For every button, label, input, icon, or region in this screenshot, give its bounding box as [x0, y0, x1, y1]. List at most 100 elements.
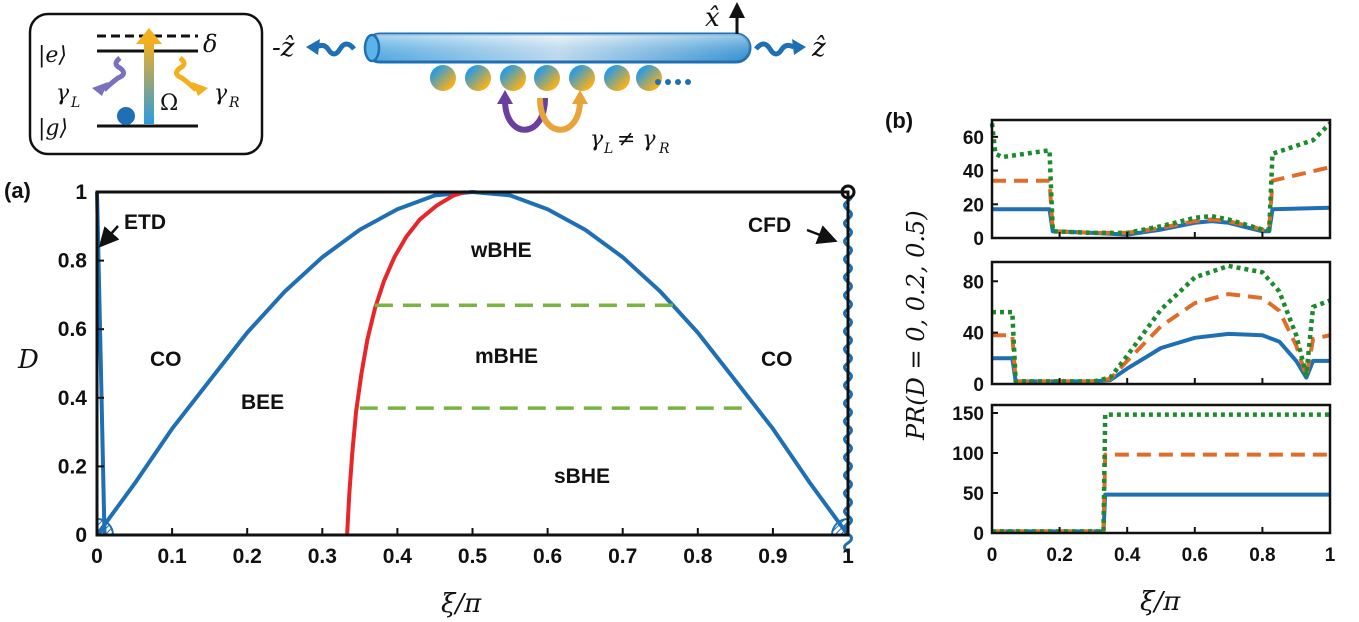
- y-tick-label: 150: [952, 404, 984, 425]
- y-tick-label: 0.2: [58, 455, 87, 478]
- decay-right-arrowhead-icon: [192, 82, 208, 96]
- y-tick-label: 100: [952, 444, 984, 465]
- pr-bottom-chart: 0 50 100 150 0 0.2 0.4 0.6 0.8 1: [952, 403, 1336, 566]
- series-line-2: [989, 121, 1332, 236]
- atom-icon: [430, 65, 456, 91]
- pump-arrow: [144, 42, 154, 124]
- inequality-sub-right: R: [658, 141, 670, 157]
- etd-pointer-arrow: [98, 225, 120, 248]
- series-line-1: [992, 452, 1330, 534]
- inequality-neq: ≠ γ: [617, 127, 656, 152]
- plot-frame: [990, 260, 1332, 386]
- x-tick-label: 0.3: [308, 545, 337, 568]
- x-tick-label: 0.8: [1249, 545, 1275, 566]
- cfd-pointer-arrow: [806, 225, 838, 244]
- x-hat-label: x̂: [705, 3, 720, 33]
- x-tick-label: 0: [987, 545, 998, 566]
- ellipsis-dot: [675, 79, 681, 85]
- ground-state-label: |g⟩: [38, 116, 68, 141]
- x-tick-label: 0.6: [1182, 545, 1208, 566]
- y-tick-label: 0: [973, 229, 984, 250]
- x-tick-label: 0.1: [157, 545, 187, 568]
- atom-icon: [500, 65, 526, 91]
- hop-right-arrow: [537, 97, 583, 133]
- chart-b-y-label: PR(D = 0, 0.2, 0.5): [902, 210, 930, 441]
- gamma-left-sub: L: [70, 95, 80, 111]
- waveguide-schematic: -ẑ x̂ ẑ γ L ≠ γ R: [272, 2, 826, 157]
- x-tick-label: 1: [842, 545, 854, 568]
- detuning-label: δ: [203, 30, 217, 58]
- rabi-label: Ω: [160, 91, 178, 116]
- x-tick-label: 1: [1325, 545, 1336, 566]
- series-line-0: [992, 331, 1330, 384]
- atom-icon: [465, 65, 491, 91]
- decay-left-squiggle-icon: [102, 56, 126, 92]
- y-tick-label: 0.8: [58, 250, 88, 273]
- x-tick-label: 0.2: [1046, 545, 1072, 566]
- level-diagram: |e⟩ |g⟩ δ Ω γ L γ R: [28, 12, 264, 156]
- inequality-sub-left: L: [603, 141, 613, 157]
- region-label-cfd: CFD: [748, 214, 791, 237]
- x-tick-label: 0.8: [683, 545, 713, 568]
- gamma-left-label: γ: [56, 81, 70, 106]
- region-label-bee: BEE: [241, 391, 284, 414]
- y-tick-label: 0: [973, 375, 984, 396]
- ellipsis-dot: [655, 79, 661, 85]
- decay-right-squiggle-icon: [174, 56, 198, 92]
- x-tick-label: 0.7: [608, 545, 637, 568]
- y-tick-label: 20: [963, 195, 984, 216]
- panel-b-label: (b): [885, 108, 913, 133]
- series-line-1: [992, 165, 1331, 235]
- region-label-co-right: CO: [761, 348, 793, 371]
- series-line-0: [992, 205, 1331, 237]
- ellipsis-dot: [665, 79, 671, 85]
- minus-z-label: -ẑ: [272, 33, 295, 63]
- y-tick-label: 40: [963, 162, 984, 183]
- series-line-1: [992, 292, 1331, 384]
- x-tick-label: 0: [91, 545, 103, 568]
- right-emission-arrowhead-icon: [792, 39, 806, 55]
- gamma-right-label: γ: [214, 81, 228, 106]
- x-tick-label: 0.4: [1114, 545, 1141, 566]
- x-tick-label: 0.4: [383, 545, 413, 568]
- left-emission-arrowhead-icon: [306, 39, 320, 55]
- region-label-etd: ETD: [124, 211, 166, 234]
- inequality-gamma-left: γ: [590, 127, 604, 152]
- hop-right-arrowhead-icon: [572, 90, 588, 104]
- pr-middle-chart: 0 40 80: [963, 260, 1332, 396]
- series-line-2: [992, 412, 1330, 534]
- gamma-right-sub: R: [228, 95, 240, 111]
- x-tick-label: 0.6: [533, 545, 562, 568]
- y-tick-label: 1: [75, 181, 87, 204]
- y-tick-label: 0.6: [58, 318, 87, 341]
- pr-top-chart: 0 20 40 60: [963, 118, 1332, 250]
- y-tick-label: 0: [75, 524, 87, 547]
- series-line-2: [345, 190, 466, 536]
- phase-diagram-chart: 0 0.1 0.2 0.3 0.4 0.5 0.6 0.7 0.8 0.9 1 0 0.2 0.4 0.6 0…: [58, 181, 856, 568]
- right-emission-squiggle-icon: [754, 41, 796, 57]
- region-label-mbhe: mBHE: [475, 345, 538, 368]
- y-tick-label: 60: [963, 128, 984, 149]
- decay-left-arrowhead-icon: [92, 82, 108, 96]
- atom-icon: [604, 65, 630, 91]
- series-line-0: [992, 492, 1330, 534]
- chart-a-x-label: ξ/π: [441, 589, 482, 619]
- x-axis-arrowhead-icon: [729, 2, 745, 18]
- atom-icon: [636, 65, 662, 91]
- x-tick-label: 0.2: [233, 545, 262, 568]
- chart-b-x-label: ξ/π: [1140, 587, 1181, 617]
- chart-a-y-label: D: [17, 345, 39, 375]
- y-tick-label: 40: [963, 324, 984, 345]
- atom-dot-icon: [117, 107, 135, 125]
- fiber-shading: [366, 34, 750, 62]
- x-tick-label: 0.5: [458, 545, 488, 568]
- fiber-end-cap: [363, 33, 381, 63]
- atom-chain: [430, 65, 662, 91]
- x-tick-label: 0.9: [758, 545, 787, 568]
- plus-z-label: ẑ: [811, 33, 826, 63]
- y-tick-label: 50: [963, 484, 984, 505]
- atom-icon: [569, 65, 595, 91]
- region-label-wbhe: wBHE: [470, 239, 532, 262]
- y-tick-label: 0.4: [58, 387, 88, 410]
